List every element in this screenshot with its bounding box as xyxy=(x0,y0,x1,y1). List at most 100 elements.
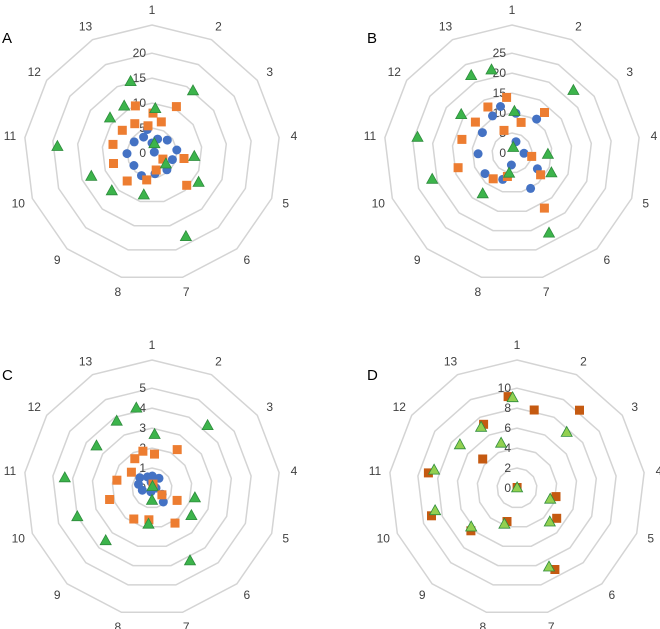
panel-a-series-square xyxy=(108,101,192,190)
panel-a-circle-point xyxy=(139,132,149,142)
panel-c-category-label: 13 xyxy=(79,354,93,368)
panel-c-triangle-point xyxy=(110,414,123,426)
panel-a-square-point xyxy=(179,154,189,163)
panel-d-series-triangle xyxy=(427,390,573,572)
panel-c-triangle-point xyxy=(142,517,155,529)
panel-a-category-label: 10 xyxy=(12,197,26,211)
panel-b-category-label: 11 xyxy=(364,129,377,143)
panel-d-triangle-point xyxy=(465,520,478,532)
panel-a-category-label: 6 xyxy=(243,253,250,267)
panel-b: B 051015202512345678910111213 xyxy=(364,3,658,299)
panel-d-triangle-point xyxy=(560,425,573,437)
panel-c-triangle-point xyxy=(183,554,197,566)
panel-c-grid-ring xyxy=(52,387,252,586)
panel-a-triangle-point xyxy=(192,175,205,187)
panel-d-triangle-point xyxy=(428,503,442,516)
panel-c-category-label: 5 xyxy=(282,532,289,546)
panel-c-grid-ring xyxy=(131,467,173,509)
panel-a-grid-ring xyxy=(52,52,252,251)
panel-c-category-label: 4 xyxy=(291,464,298,478)
panel-d-category-label: 1 xyxy=(514,338,521,352)
panel-b-outer-ring xyxy=(384,24,640,279)
panel-c-category-label: 3 xyxy=(266,400,273,414)
panel-d-category-label: 6 xyxy=(608,588,615,602)
panel-a-square-point xyxy=(158,154,168,164)
panel-a-triangle-point xyxy=(105,184,118,196)
panel-d-triangle-point xyxy=(453,438,467,450)
panel-d-category-label: 7 xyxy=(548,620,555,629)
panel-a-triangle-point xyxy=(103,111,117,123)
panel-b-tick-label: 20 xyxy=(493,66,507,80)
panel-d-category-label: 12 xyxy=(393,400,407,414)
panel-c-category-label: 2 xyxy=(215,354,222,368)
panel-c-square-point xyxy=(157,490,167,500)
panel-a-triangle-point xyxy=(148,136,161,149)
panel-c-triangle-point xyxy=(148,427,161,439)
panel-a-tick-label: 15 xyxy=(133,71,147,85)
panel-b-circle-point xyxy=(477,128,487,138)
panel-d-square-point xyxy=(551,492,561,502)
panel-d-square-point xyxy=(503,392,513,402)
panel-d-tick-label: 4 xyxy=(504,441,511,455)
panel-a-triangle-point xyxy=(124,74,137,86)
panel-b-circle-point xyxy=(473,149,483,159)
panel-d-triangle-point xyxy=(494,436,508,448)
panel-c-triangle-point xyxy=(201,418,214,431)
panel-d-square-point xyxy=(529,405,539,415)
panel-d-square-point xyxy=(502,517,512,526)
panel-a-square-point xyxy=(117,125,127,135)
panel-c-triangle-point xyxy=(145,493,159,505)
panel-b-category-label: 10 xyxy=(372,197,386,211)
panel-b-square-point xyxy=(499,125,509,135)
panel-d-grid-ring xyxy=(496,467,538,509)
panel-b-triangle-point xyxy=(485,63,498,75)
panel-c-category-label: 8 xyxy=(114,620,121,629)
panel-d-triangle-point xyxy=(498,517,511,529)
panel-d-category-label: 3 xyxy=(631,400,638,414)
panel-c-triangle-point xyxy=(90,439,103,451)
panel-c-triangle-point xyxy=(58,471,71,483)
panel-c-grid-ring xyxy=(71,407,233,567)
panel-b-circle-point xyxy=(488,111,497,121)
panel-a-square-point xyxy=(108,139,118,149)
panel-c-category-label: 1 xyxy=(149,338,156,352)
panel-d-square-point xyxy=(550,565,560,574)
panel-b-grid-ring xyxy=(412,52,612,251)
panel-b-square-point xyxy=(539,203,549,213)
panel-a-square-point xyxy=(151,165,161,175)
panel-c-tick-label: 1 xyxy=(139,461,146,475)
panel-c-square-point xyxy=(112,475,122,485)
panel-a-circle-point xyxy=(122,149,132,159)
panel-d-square-point xyxy=(423,468,433,478)
panel-b-grid-ring xyxy=(471,112,553,193)
panel-c-tick-label: 3 xyxy=(139,421,146,435)
panel-d-grid-ring xyxy=(476,447,558,528)
panel-c-outer-ring xyxy=(24,359,280,614)
panel-c-category-label: 11 xyxy=(4,464,17,478)
panel-d-category-label: 5 xyxy=(647,532,654,546)
panel-b-category-label: 2 xyxy=(575,19,582,33)
panel-a-grid-ring xyxy=(101,102,203,203)
panel-c-category-label: 12 xyxy=(28,400,42,414)
panel-c-square-point xyxy=(150,449,159,459)
panel-b-square-point xyxy=(536,170,546,180)
panel-c-square-point xyxy=(172,495,182,505)
panel-d-category-label: 11 xyxy=(369,464,382,478)
panel-d-square-point xyxy=(479,419,489,429)
panel-a-triangle-point xyxy=(137,188,150,200)
panel-b-tick-label: 25 xyxy=(493,46,507,60)
panel-a-category-label: 12 xyxy=(28,65,42,79)
panel-b-square-point xyxy=(488,174,498,184)
panel-b-triangle-point xyxy=(455,107,468,119)
panel-d-tick-label: 6 xyxy=(504,421,511,435)
panel-c-circle-point xyxy=(135,473,145,483)
panel-d-triangle-point xyxy=(506,390,519,403)
panel-a-triangle-point xyxy=(188,149,201,161)
panel-b-series-triangle xyxy=(411,63,580,238)
panel-b-triangle-point xyxy=(567,83,580,95)
panel-c-category-label: 7 xyxy=(183,620,190,629)
panel-c-grid-ring xyxy=(91,427,213,547)
panel-b-circle-point xyxy=(532,114,542,124)
panel-c-category-label: 9 xyxy=(54,588,61,602)
